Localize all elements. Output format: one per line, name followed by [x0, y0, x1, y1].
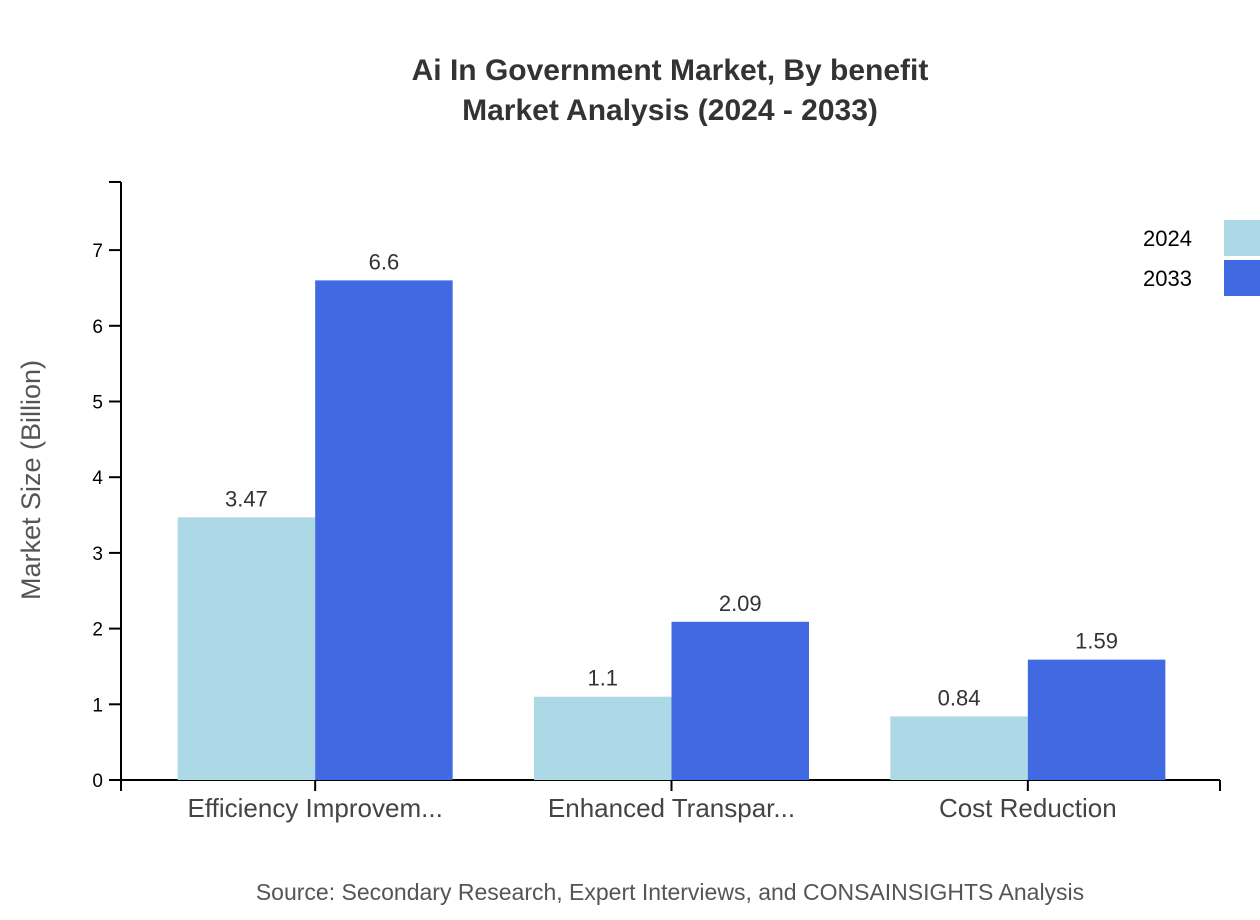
data-label: 0.84: [938, 685, 981, 710]
x-tick-label: Efficiency Improvem...: [188, 793, 443, 823]
legend-swatch-2033: [1224, 260, 1260, 296]
data-label: 2.09: [719, 591, 762, 616]
data-label: 6.6: [369, 249, 400, 274]
bar-2024: [177, 517, 316, 780]
data-label: 1.59: [1075, 629, 1118, 654]
y-tick-label: 6: [92, 317, 103, 338]
y-tick-label: 1: [92, 695, 103, 716]
bar-2033: [671, 621, 809, 780]
legend-label: 2024: [1143, 226, 1192, 251]
legend-label: 2033: [1143, 266, 1192, 291]
data-label: 1.1: [587, 666, 618, 691]
bar-2033: [315, 280, 453, 780]
bar-2033: [1027, 659, 1166, 780]
legend-swatch-2024: [1224, 220, 1260, 256]
bar-2024: [534, 696, 672, 780]
chart-subtitle: Market Analysis (2024 - 2033): [462, 94, 878, 127]
y-tick-label: 4: [92, 468, 103, 489]
x-tick-label: Cost Reduction: [939, 793, 1117, 823]
y-tick-label: 3: [92, 544, 103, 565]
y-tick-label: 0: [92, 771, 103, 792]
source-note: Source: Secondary Research, Expert Inter…: [256, 879, 1084, 905]
x-tick-label: Enhanced Transpar...: [548, 793, 795, 823]
y-tick-label: 2: [92, 620, 103, 641]
chart-title: Ai In Government Market, By benefit: [412, 54, 929, 87]
data-label: 3.47: [225, 486, 268, 511]
y-tick-label: 5: [92, 393, 103, 414]
bar-2024: [890, 716, 1028, 780]
y-axis-label: Market Size (Billion): [16, 360, 46, 600]
y-tick-label: 7: [92, 241, 103, 262]
